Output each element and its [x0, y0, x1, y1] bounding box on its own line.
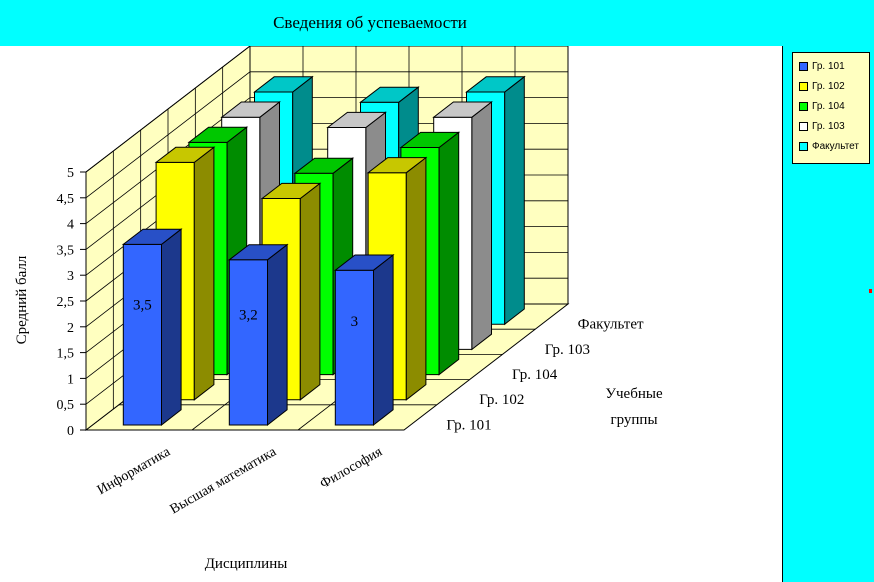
- legend-label: Гр. 104: [812, 100, 845, 112]
- y-tick-label: 4,5: [57, 192, 75, 207]
- z-axis-title: группы: [610, 412, 657, 428]
- z-tick-label: Гр. 103: [545, 342, 590, 358]
- bar-side: [267, 243, 288, 427]
- bar-side: [504, 75, 525, 326]
- z-axis-title: Учебные: [605, 386, 663, 402]
- bar-side: [405, 156, 427, 401]
- y-tick-label: 0: [67, 424, 74, 439]
- y-tick-label: 1,5: [57, 347, 75, 362]
- bar: [227, 243, 289, 427]
- red-marker: [869, 289, 872, 293]
- y-tick-label: 4: [67, 218, 74, 233]
- legend-item[interactable]: Гр. 101: [799, 59, 845, 73]
- bar-top: [326, 111, 387, 128]
- bar-side: [438, 131, 460, 376]
- legend-item[interactable]: Гр. 103: [799, 119, 845, 133]
- bar-top: [333, 254, 395, 271]
- bar-side: [161, 228, 182, 427]
- y-tick-label: 0,5: [57, 398, 75, 413]
- chart-title: Сведения об успеваемости: [273, 13, 467, 32]
- y-tick-label: 3: [67, 269, 74, 284]
- legend-swatch: [799, 101, 808, 111]
- bars: [121, 75, 526, 427]
- legend[interactable]: Гр. 101 Гр. 102 Гр. 104 Гр. 103 Факультет: [792, 52, 870, 164]
- bar-front: [334, 269, 374, 426]
- z-tick-label: Гр. 104: [512, 367, 558, 383]
- legend-swatch: [799, 61, 808, 71]
- bar-top: [220, 101, 281, 118]
- bar-side: [471, 100, 492, 351]
- bar-side: [193, 146, 215, 401]
- title-bar: [0, 0, 874, 46]
- bar-top: [293, 157, 355, 174]
- data-label: 3: [351, 314, 359, 330]
- legend-label: Гр. 103: [812, 120, 845, 132]
- legend-item[interactable]: Гр. 104: [799, 99, 845, 113]
- legend-label: Гр. 101: [812, 60, 845, 72]
- y-tick-label: 1: [67, 372, 74, 387]
- bar-top: [121, 228, 183, 245]
- z-tick-label: Факультет: [578, 317, 644, 333]
- data-label: 3,2: [239, 307, 258, 323]
- bar-top: [154, 146, 216, 163]
- y-tick-label: 2,5: [57, 295, 75, 310]
- legend-swatch: [799, 121, 808, 131]
- legend-label: Гр. 102: [812, 80, 845, 92]
- x-tick-label: Высшая математика: [168, 444, 280, 517]
- legend-item[interactable]: Факультет: [799, 139, 859, 153]
- bar-top: [253, 76, 314, 93]
- bar-top: [366, 157, 428, 174]
- z-tick-label: Гр. 101: [446, 417, 491, 433]
- z-tick-label: Гр. 102: [479, 392, 524, 408]
- plot-area: 0 0,5 1 1,5 2 2,5 3 3,5 4 4,5 5 3,5 3,2 3 Информатика В…: [0, 46, 783, 582]
- legend-swatch: [799, 141, 808, 151]
- x-axis-title: Дисциплины: [205, 556, 288, 572]
- bar-top: [359, 86, 420, 103]
- bar-top: [227, 244, 289, 261]
- y-axis-title: Средний балл: [14, 255, 30, 344]
- data-label: 3,5: [133, 297, 152, 313]
- y-tick-label: 5: [67, 166, 74, 181]
- legend-swatch: [799, 81, 808, 91]
- y-axis: 0 0,5 1 1,5 2 2,5 3 3,5 4 4,5 5: [57, 166, 86, 439]
- legend-label: Факультет: [812, 140, 859, 152]
- bar-top: [432, 101, 493, 118]
- bar: [333, 253, 395, 427]
- legend-item[interactable]: Гр. 102: [799, 79, 845, 93]
- x-tick-label: Информатика: [95, 444, 174, 498]
- y-tick-label: 3,5: [57, 243, 75, 258]
- bar-front: [228, 259, 268, 426]
- bar-top: [399, 131, 461, 148]
- chart-svg: 0 0,5 1 1,5 2 2,5 3 3,5 4 4,5 5 3,5 3,2 3 ИнформатикаВ…: [14, 46, 663, 572]
- bar-side: [373, 253, 394, 427]
- bar-top: [260, 182, 322, 199]
- bar: [121, 228, 183, 427]
- bar-top: [465, 76, 526, 93]
- bar-side: [299, 182, 321, 401]
- x-tick-label: Философия: [318, 444, 386, 492]
- bar-front: [122, 243, 162, 426]
- y-tick-label: 2: [67, 321, 74, 336]
- bar-top: [187, 126, 249, 143]
